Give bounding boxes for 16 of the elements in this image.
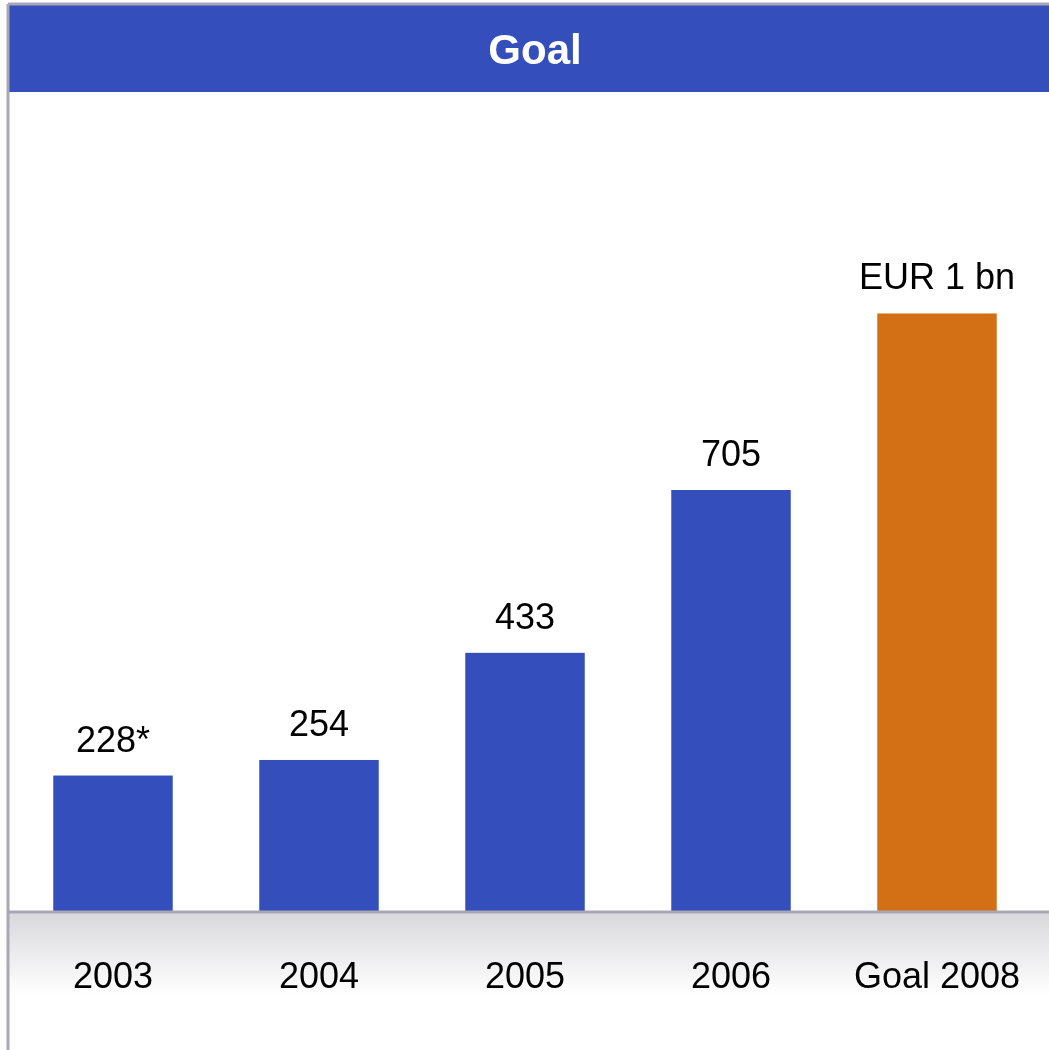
x-tick-label: 2006 (690, 955, 772, 996)
bar (53, 775, 173, 912)
bar (465, 652, 585, 912)
data-label: 228* (75, 718, 151, 760)
x-tick-label: 2003 (72, 955, 154, 996)
data-label: 705 (700, 433, 762, 475)
x-tick-label: 2004 (278, 955, 360, 996)
data-label: EUR 1 bn (858, 256, 1016, 298)
x-tick-label: 2005 (484, 955, 566, 996)
bar (877, 313, 997, 912)
data-label: 254 (288, 702, 350, 744)
x-tick-label: Goal 2008 (853, 955, 1021, 996)
chart-title: Goal (488, 26, 582, 73)
bar (671, 490, 791, 912)
data-label: 433 (494, 595, 556, 637)
bar (259, 759, 379, 912)
